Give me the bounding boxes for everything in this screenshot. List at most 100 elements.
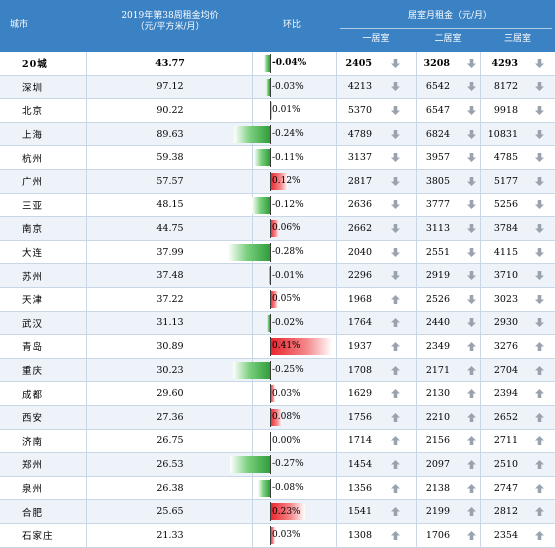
- change-axis: [270, 54, 271, 73]
- two-bedroom-rent: 2551: [425, 246, 450, 258]
- column-divider: [416, 52, 417, 75]
- change-cell: -0.12%: [252, 194, 334, 217]
- one-bedroom-rent: 1937: [347, 340, 372, 352]
- avg-price: 43.77: [155, 57, 185, 69]
- change-bar: [228, 243, 270, 261]
- three-bedroom-rent: 2711: [493, 435, 518, 447]
- two-bedroom-rent: 2199: [425, 506, 450, 518]
- column-divider: [416, 99, 417, 122]
- change-axis: [270, 313, 271, 333]
- one-bedroom-rent: 1764: [347, 317, 372, 329]
- city-name: 西安: [22, 413, 44, 425]
- three-bedroom-rent: 2930: [493, 317, 518, 329]
- arrow-down-icon: [532, 170, 546, 193]
- column-divider: [480, 311, 481, 335]
- change-bar: [270, 385, 275, 403]
- one-bedroom-rent: 3137: [347, 152, 372, 164]
- change-axis: [270, 360, 271, 380]
- one-bedroom-rent: 1629: [347, 388, 372, 400]
- avg-price: 37.48: [156, 270, 184, 282]
- change-bar: [264, 55, 270, 72]
- change-axis: [270, 478, 271, 498]
- column-divider: [416, 429, 417, 453]
- column-divider: [480, 193, 481, 217]
- change-cell: 0.01%: [252, 99, 334, 122]
- column-divider: [86, 99, 87, 122]
- header-avg-price: 2019年第38周租金均价 （元/平方米/月）: [121, 11, 219, 32]
- change-axis: [270, 242, 271, 262]
- two-bedroom-rent: 2156: [425, 435, 450, 447]
- arrow-down-icon: [388, 217, 402, 240]
- table-row: 三亚 48.15 -0.12% 2636 3777 5256: [0, 193, 555, 218]
- three-bedroom-rent: 2510: [493, 458, 518, 470]
- column-divider: [86, 406, 87, 429]
- change-value: -0.27%: [272, 459, 304, 470]
- arrow-down-icon: [464, 264, 478, 287]
- column-divider: [336, 429, 337, 453]
- table-row: 天津 37.22 0.05% 1968 2526 3023: [0, 288, 555, 312]
- column-divider: [336, 453, 337, 476]
- change-axis: [270, 101, 271, 121]
- city-name: 杭州: [22, 153, 44, 165]
- column-divider: [480, 75, 481, 99]
- two-bedroom-rent: 2440: [425, 317, 450, 329]
- column-divider: [336, 288, 337, 311]
- column-divider: [416, 500, 417, 523]
- change-bar: [258, 479, 270, 497]
- three-bedroom-rent: 2354: [493, 529, 518, 541]
- change-cell: -0.08%: [252, 477, 334, 500]
- table-row: 郑州 26.53 -0.27% 1454 2097 2510: [0, 453, 555, 477]
- change-cell: 0.05%: [252, 288, 334, 311]
- column-divider: [416, 240, 417, 264]
- arrow-up-icon: [532, 477, 546, 500]
- column-divider: [416, 311, 417, 335]
- avg-price: 26.53: [156, 458, 184, 470]
- arrow-down-icon: [532, 123, 546, 146]
- three-bedroom-rent: 4293: [491, 57, 518, 69]
- column-divider: [86, 122, 87, 146]
- arrow-up-icon: [464, 477, 478, 500]
- arrow-up-icon: [532, 382, 546, 405]
- column-divider: [480, 146, 481, 169]
- column-divider: [416, 335, 417, 358]
- city-name: 深圳: [22, 82, 44, 94]
- change-cell: 0.41%: [252, 335, 334, 358]
- one-bedroom-rent: 1968: [347, 293, 372, 305]
- arrow-up-icon: [464, 430, 478, 453]
- three-bedroom-rent: 5256: [493, 199, 518, 211]
- one-bedroom-rent: 4789: [347, 128, 372, 140]
- two-bedroom-rent: 2130: [425, 388, 450, 400]
- column-divider: [336, 358, 337, 382]
- city-name: 郑州: [22, 460, 44, 472]
- column-divider: [252, 406, 253, 429]
- change-value: 0.08%: [272, 412, 301, 423]
- change-bar: [270, 291, 278, 308]
- column-divider: [336, 264, 337, 287]
- change-cell: -0.28%: [228, 241, 334, 264]
- change-value: 0.06%: [272, 223, 301, 234]
- avg-price: 59.38: [156, 152, 184, 164]
- change-cell: -0.04%: [252, 52, 334, 75]
- column-divider: [86, 240, 87, 264]
- change-bar: [253, 149, 270, 167]
- column-divider: [336, 335, 337, 358]
- column-divider: [252, 170, 253, 193]
- change-value: 0.23%: [272, 506, 301, 517]
- city-name: 武汉: [22, 318, 44, 330]
- column-divider: [336, 500, 337, 523]
- table-row: 济南 26.75 0.00% 1714 2156 2711: [0, 429, 555, 454]
- two-bedroom-rent: 3957: [425, 152, 450, 164]
- city-name: 20城: [22, 59, 48, 71]
- avg-price: 89.63: [156, 128, 184, 140]
- change-cell: -0.01%: [252, 264, 334, 287]
- arrow-up-icon: [532, 500, 546, 523]
- arrow-up-icon: [464, 382, 478, 405]
- avg-price: 97.12: [156, 81, 184, 93]
- change-cell: -0.27%: [229, 453, 334, 476]
- avg-price: 90.22: [156, 104, 184, 116]
- change-axis: [270, 124, 271, 144]
- change-value: 0.03%: [272, 530, 301, 541]
- city-name: 大连: [22, 248, 44, 260]
- arrow-up-icon: [464, 453, 478, 476]
- three-bedroom-rent: 2652: [493, 411, 518, 423]
